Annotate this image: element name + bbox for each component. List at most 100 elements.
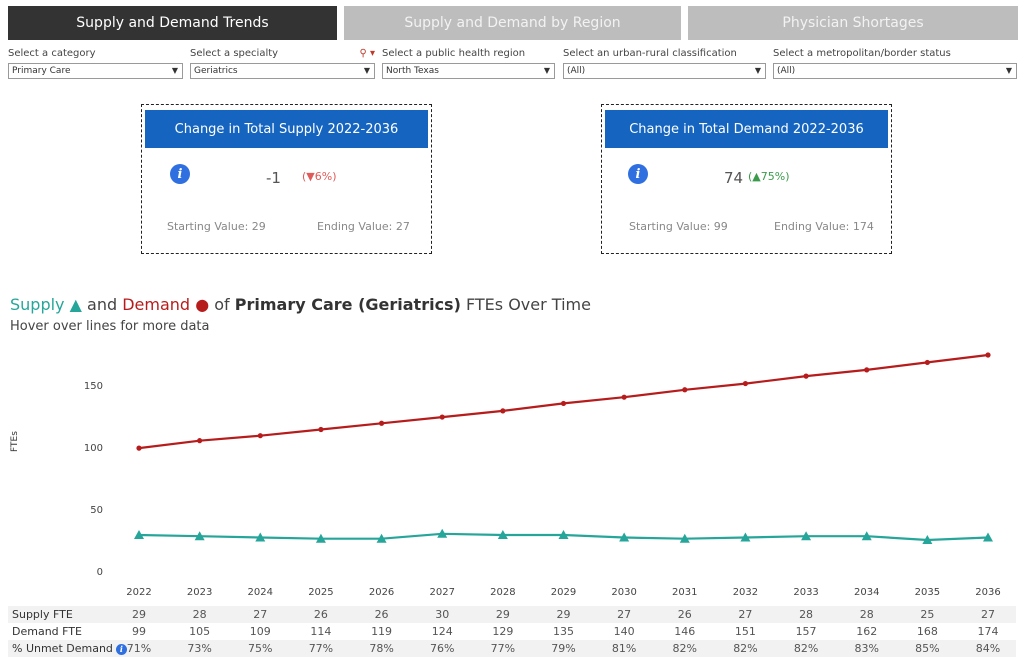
unmet-demand-row: % Unmet Demand i 71% 73% 75% 77% 78% 76% 77% 79%… bbox=[8, 640, 1016, 657]
x-tick-label: 2036 bbox=[975, 587, 1000, 598]
metro-border-filter: Select a metropolitan/border status (All… bbox=[773, 48, 1017, 79]
table-cell: 151 bbox=[734, 625, 756, 638]
supply-start-value: Starting Value: 29 bbox=[167, 220, 266, 233]
chart-subtitle: Hover over lines for more data bbox=[10, 319, 210, 334]
demand-point bbox=[318, 426, 324, 433]
specialty-filter: Select a specialty ⚲ ▾ Geriatrics ▼ bbox=[190, 48, 375, 79]
tab-supply-demand-region[interactable]: Supply and Demand by Region bbox=[344, 6, 681, 40]
demand-point bbox=[621, 394, 627, 400]
specialty-value: Geriatrics bbox=[194, 66, 238, 76]
info-icon[interactable]: i bbox=[628, 164, 648, 184]
table-cell: 29 bbox=[495, 608, 510, 621]
table-cell: 77% bbox=[308, 642, 334, 655]
table-cell: 28 bbox=[192, 608, 207, 621]
x-tick-label: 2024 bbox=[248, 587, 273, 598]
x-tick-label: 2025 bbox=[308, 587, 333, 598]
chart-title: Supply ▲ and Demand ● of Primary Care (G… bbox=[10, 295, 591, 314]
chart-title-supply: Supply bbox=[10, 295, 65, 314]
supply-point bbox=[315, 533, 326, 543]
supply-point bbox=[558, 530, 569, 539]
table-cell: 83% bbox=[854, 642, 879, 655]
supply-point bbox=[255, 532, 266, 542]
table-cell: 78% bbox=[369, 642, 394, 655]
x-tick-label: 2034 bbox=[854, 587, 879, 598]
row-label: % Unmet Demand i bbox=[12, 642, 127, 655]
demand-point bbox=[378, 420, 385, 426]
table-cell: 109 bbox=[249, 625, 271, 638]
table-cell: 29 bbox=[132, 608, 146, 621]
demand-point bbox=[803, 373, 809, 379]
supply-point bbox=[194, 531, 205, 541]
supply-point bbox=[437, 528, 448, 538]
demand-point bbox=[439, 414, 445, 420]
table-cell: 27 bbox=[617, 608, 632, 621]
chevron-down-icon: ▼ bbox=[363, 66, 370, 75]
demand-point bbox=[197, 438, 203, 444]
fte-line-chart[interactable]: 0 50 100 150 2022 2023 2024 2025 2026 2027 2028 202… bbox=[0, 340, 1024, 605]
metro-border-select[interactable]: (All) ▼ bbox=[773, 63, 1017, 79]
supply-change-percent: (▼6%) bbox=[302, 170, 337, 183]
supply-change-card: Change in Total Supply 2022-2036 i -1 (▼… bbox=[141, 104, 432, 254]
supply-fte-row: Supply FTE 29 28 27 26 26 30 29 29 27 26 27 28 28 25 2… bbox=[8, 606, 1016, 623]
x-tick-label: 2026 bbox=[369, 587, 394, 598]
demand-point bbox=[136, 445, 142, 451]
chart-title-demand: Demand bbox=[122, 295, 191, 314]
chart-title-specialty: Primary Care (Geriatrics) bbox=[234, 295, 461, 314]
y-tick-label: 0 bbox=[97, 567, 103, 578]
table-cell: 129 bbox=[492, 625, 514, 638]
y-tick-label: 50 bbox=[90, 505, 103, 516]
supply-end-value: Ending Value: 27 bbox=[317, 220, 410, 233]
table-cell: 27 bbox=[981, 608, 995, 621]
table-cell: 82% bbox=[672, 642, 697, 655]
supply-point bbox=[801, 531, 812, 541]
info-icon[interactable]: i bbox=[115, 643, 127, 655]
row-label: Demand FTE bbox=[12, 625, 82, 638]
demand-point bbox=[985, 352, 991, 358]
demand-point bbox=[742, 380, 749, 387]
supply-point bbox=[679, 533, 690, 543]
table-cell: 27 bbox=[253, 608, 268, 621]
region-filter-label: Select a public health region bbox=[382, 48, 526, 59]
table-cell: 26 bbox=[374, 608, 389, 621]
supply-point bbox=[619, 532, 630, 542]
demand-fte-row: Demand FTE 99 105 109 114 119 124 129 135 140 146… bbox=[8, 623, 1016, 640]
x-tick-label: 2022 bbox=[126, 587, 151, 598]
table-cell: 76% bbox=[429, 642, 455, 655]
tab-physician-shortages[interactable]: Physician Shortages bbox=[688, 6, 1018, 40]
chevron-down-icon: ▼ bbox=[171, 66, 178, 75]
chart-title-rest: FTEs Over Time bbox=[465, 295, 591, 314]
x-tick-label: 2030 bbox=[611, 587, 636, 598]
info-icon[interactable]: i bbox=[170, 164, 190, 184]
supply-point bbox=[376, 533, 387, 543]
urban-rural-filter: Select an urban-rural classification (Al… bbox=[563, 48, 766, 79]
table-cell: 30 bbox=[435, 608, 450, 621]
table-cell: 99 bbox=[132, 625, 146, 638]
chart-title-of: of bbox=[214, 295, 230, 314]
supply-point bbox=[497, 530, 508, 539]
urban-rural-select[interactable]: (All) ▼ bbox=[563, 63, 766, 79]
table-cell: 84% bbox=[975, 642, 1001, 655]
x-tick-label: 2035 bbox=[915, 587, 940, 598]
region-select[interactable]: North Texas ▼ bbox=[382, 63, 555, 79]
chevron-down-icon: ▼ bbox=[1005, 66, 1012, 75]
demand-end-value: Ending Value: 174 bbox=[774, 220, 874, 233]
table-cell: 124 bbox=[431, 625, 453, 638]
demand-point bbox=[560, 400, 567, 407]
specialty-filter-label: Select a specialty bbox=[190, 48, 279, 59]
urban-rural-filter-label: Select an urban-rural classification bbox=[563, 48, 737, 59]
tab-supply-demand-trends[interactable]: Supply and Demand Trends bbox=[8, 6, 337, 40]
table-cell: 174 bbox=[977, 625, 999, 638]
specialty-select[interactable]: Geriatrics ▼ bbox=[190, 63, 375, 79]
table-cell: 105 bbox=[189, 625, 211, 638]
unmet-demand-label: % Unmet Demand bbox=[12, 642, 113, 655]
category-filter-label: Select a category bbox=[8, 48, 96, 59]
table-cell: 114 bbox=[310, 625, 332, 638]
clear-filter-icon[interactable]: ⚲ ▾ bbox=[359, 48, 375, 59]
category-select[interactable]: Primary Care ▼ bbox=[8, 63, 183, 79]
table-cell: 162 bbox=[856, 625, 878, 638]
supply-point bbox=[134, 530, 144, 539]
table-cell: 135 bbox=[553, 625, 574, 638]
supply-point bbox=[861, 531, 872, 541]
table-cell: 119 bbox=[371, 625, 393, 638]
table-cell: 29 bbox=[556, 608, 571, 621]
